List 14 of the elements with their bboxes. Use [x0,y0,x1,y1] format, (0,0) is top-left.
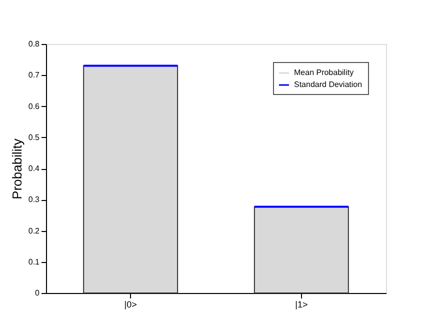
y-tick-label: 0.4 [28,164,40,173]
x-tick-label: |1> [295,300,308,310]
y-axis-title: Probability [9,138,24,200]
y-tick-label: 0.5 [28,132,40,142]
legend-label: Mean Probability [294,68,354,77]
y-tick-label: 0.1 [28,257,40,266]
y-tick-label: 0.8 [28,40,40,48]
y-tick-label: 0 [35,288,40,298]
y-tick-label: 0.6 [28,102,40,111]
x-tick-label: |0> [124,300,137,310]
legend-label: Standard Deviation [294,80,362,89]
y-tick-label: 0.3 [28,195,40,204]
y-tick-label: 0.7 [28,70,40,80]
y-tick-label: 0.2 [28,226,40,236]
